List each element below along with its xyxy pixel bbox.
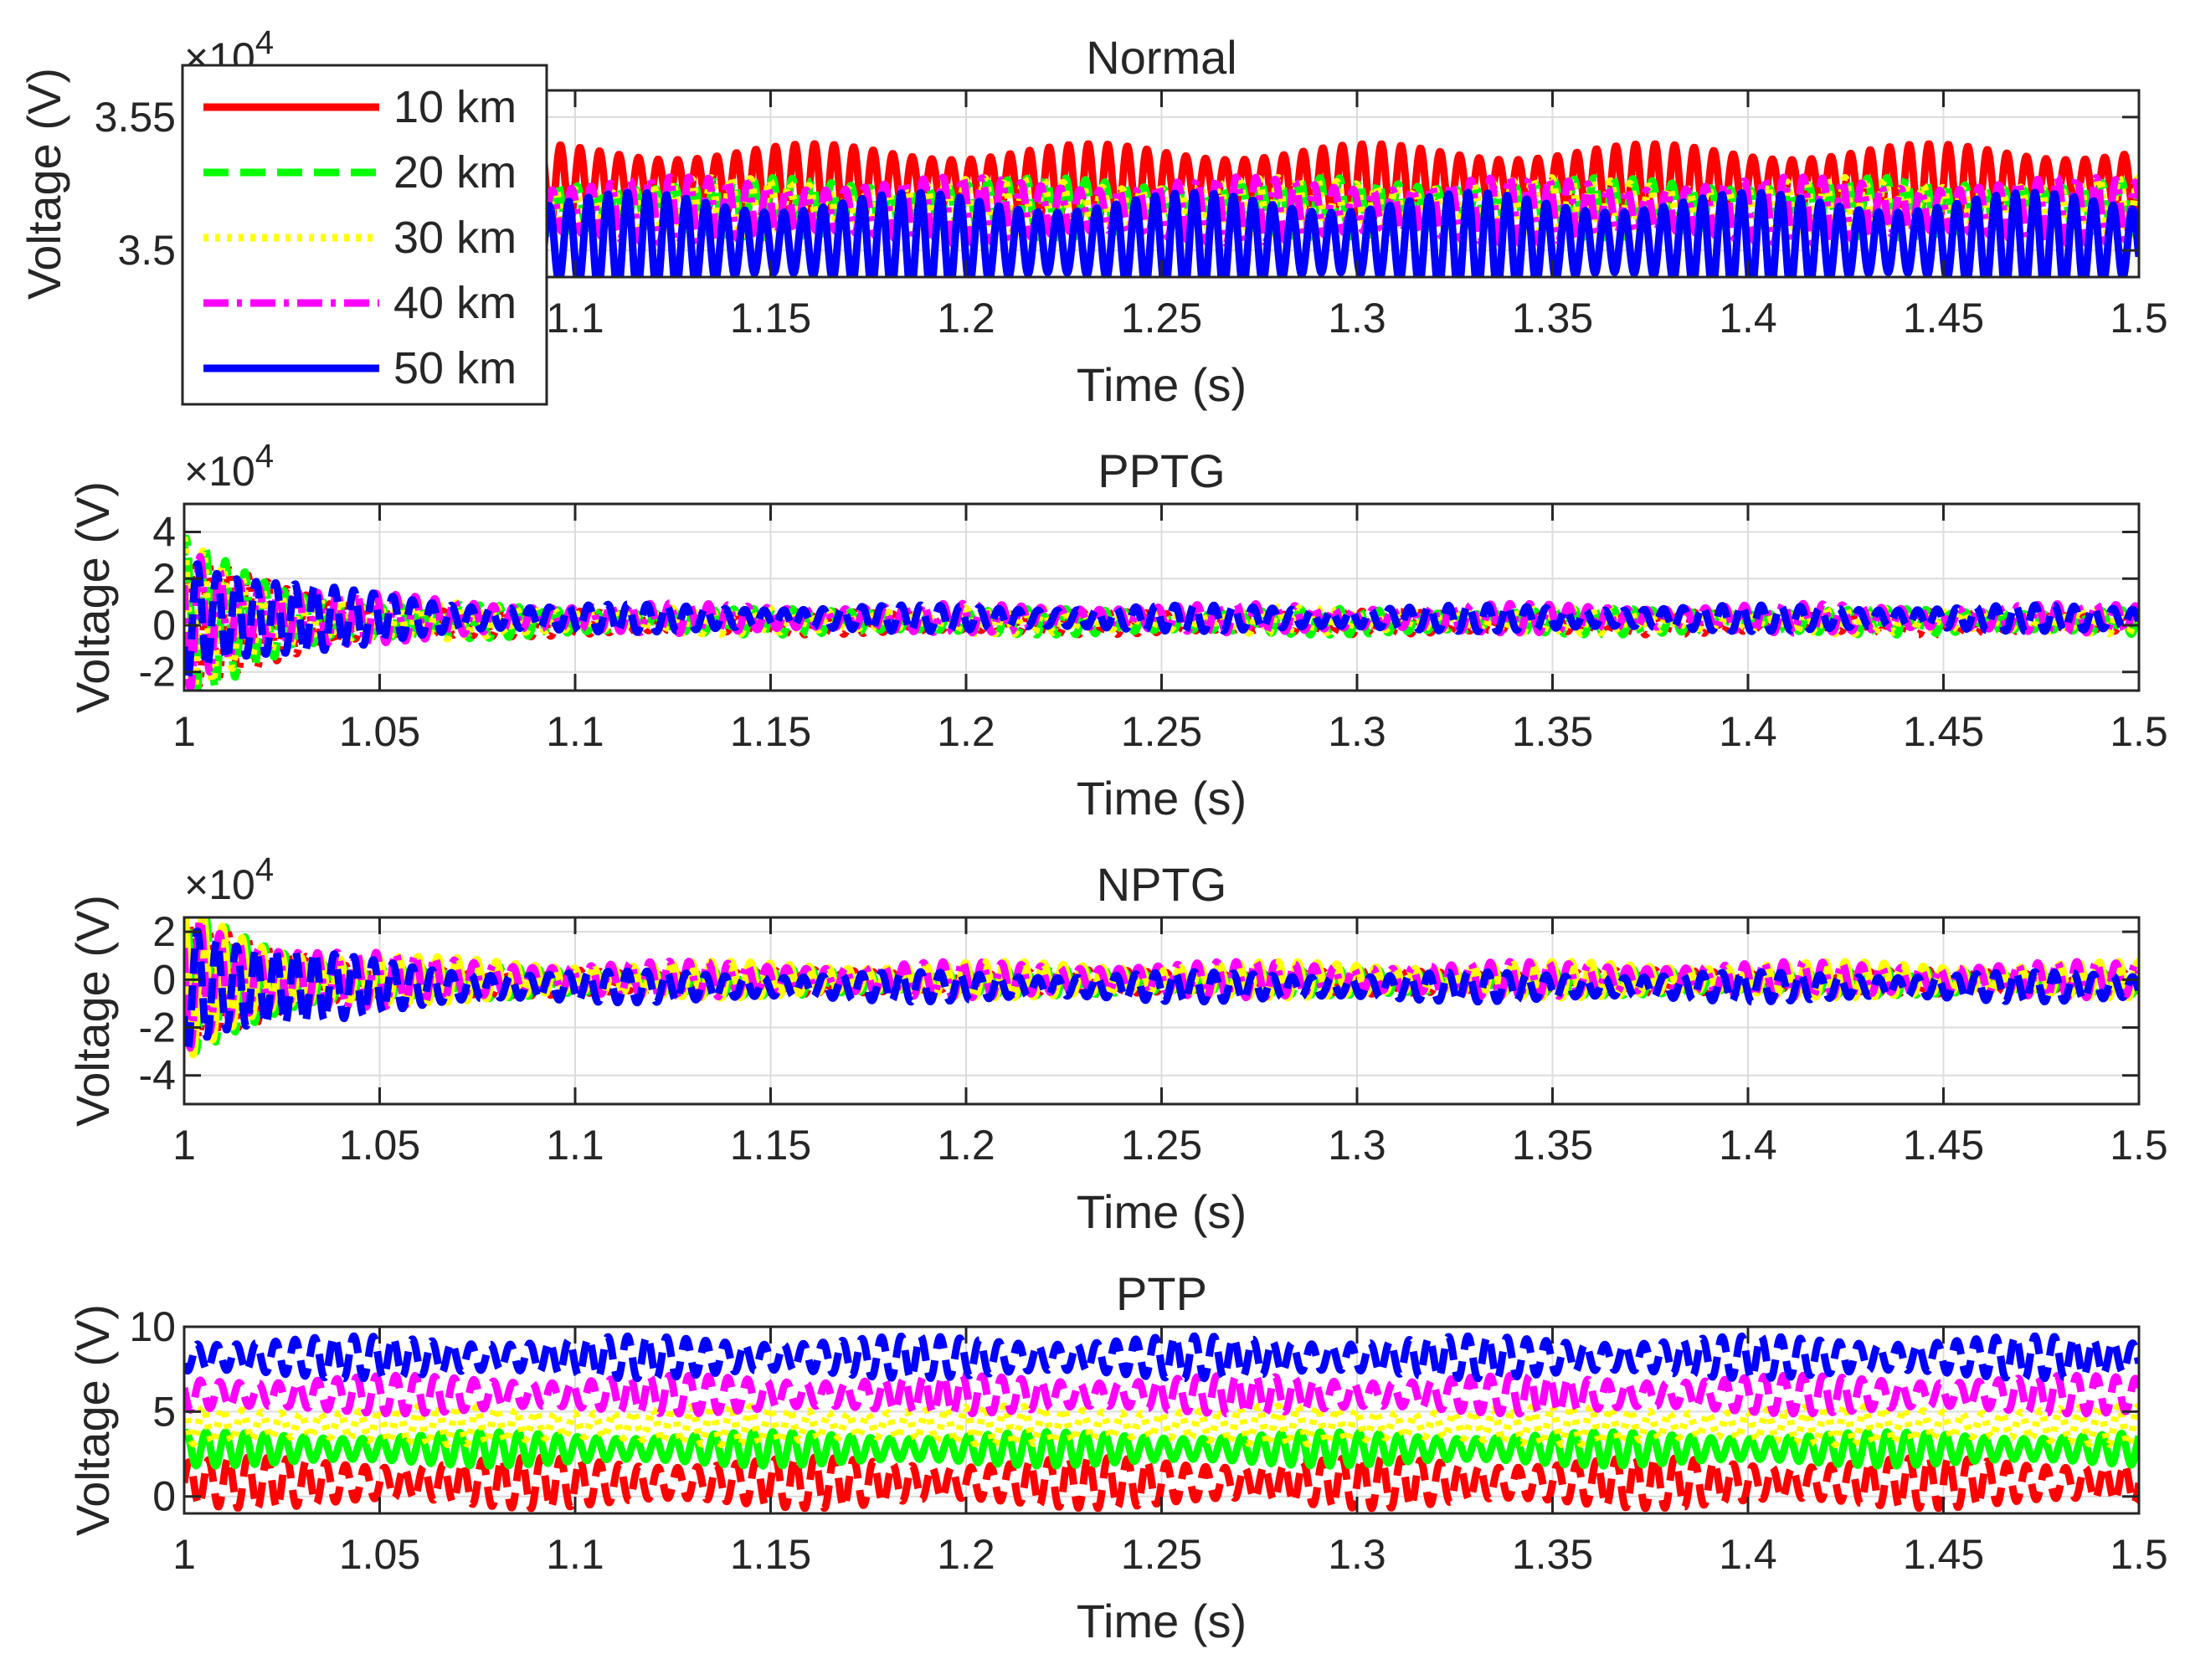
x-tick-label: 1.25 — [1121, 295, 1202, 342]
x-tick-label: 1.2 — [937, 1122, 995, 1169]
x-tick-label: 1.35 — [1512, 1531, 1593, 1578]
subplot-1: 1.1 1.15 1.2 1.25 1.3 1.35 1.4 1.45 1.5 3.5 3.55 No… — [18, 24, 2168, 411]
x-tick-label: 1.2 — [937, 708, 995, 755]
x-tick-label: 1.05 — [339, 1122, 420, 1169]
series-group — [184, 1332, 2139, 1513]
x-tick-label: 1.05 — [339, 1531, 420, 1578]
x-tick-label: 1.5 — [2110, 708, 2168, 755]
y-tick-label: 0 — [152, 1473, 176, 1520]
x-tick-label: 1.3 — [1328, 295, 1386, 342]
x-tick-label: 1.05 — [339, 708, 420, 755]
legend-entry-label: 30 km — [393, 213, 517, 263]
x-tick-label: 1.25 — [1121, 708, 1202, 755]
x-tick-label: 1.5 — [2110, 295, 2168, 342]
series-line-50-km — [184, 560, 2139, 684]
x-tick-label: 1.5 — [2110, 1531, 2168, 1578]
series-group — [184, 534, 2139, 691]
y-tick-label: -2 — [139, 649, 176, 696]
x-tick-label: 1.1 — [546, 708, 604, 755]
x-tick-label: 1 — [172, 1122, 196, 1169]
x-tick-label: 1.25 — [1121, 1531, 1202, 1578]
y-tick-label: 10 — [129, 1303, 176, 1350]
x-tick-label: 1.3 — [1328, 1531, 1386, 1578]
subplot-4: 1 1.05 1.1 1.15 1.2 1.25 1.3 1.35 1.4 1.45 1.5 0 5 10… — [66, 1267, 2168, 1647]
x-tick-label: 1 — [172, 708, 196, 755]
y-tick-label: 0 — [152, 602, 176, 649]
grid — [183, 917, 2140, 1104]
x-tick-label: 1.15 — [730, 295, 811, 342]
subplot-2: 1 1.05 1.1 1.15 1.2 1.25 1.3 1.35 1.4 1.45 1.5 -202… — [66, 438, 2168, 825]
series-line-20-km — [184, 1428, 2139, 1470]
x-tick-label: 1.45 — [1903, 708, 1984, 755]
x-tick-label: 1.4 — [1719, 1531, 1777, 1578]
x-axis-label: Time (s) — [1077, 358, 1247, 411]
x-tick-label: 1.45 — [1903, 295, 1984, 342]
x-tick-label: 1.4 — [1719, 295, 1777, 342]
x-tick-label: 1.35 — [1512, 708, 1593, 755]
series-group — [184, 917, 2139, 1059]
y-tick-label: -4 — [139, 1052, 176, 1099]
y-tick-label: -2 — [139, 1004, 176, 1051]
x-tick-label: 1.15 — [730, 1122, 811, 1169]
y-tick-label: 2 — [152, 555, 176, 602]
series-line-50-km — [184, 1332, 2139, 1383]
x-tick-label: 1.1 — [546, 295, 604, 342]
y-tick-label: 2 — [152, 908, 176, 955]
x-tick-label: 1.1 — [546, 1122, 604, 1169]
y-tick-label: 5 — [152, 1388, 176, 1435]
series-line-10-km — [184, 1453, 2139, 1513]
x-tick-label: 1.45 — [1903, 1531, 1984, 1578]
x-tick-label: 1.35 — [1512, 295, 1593, 342]
legend-entry-label: 20 km — [393, 147, 517, 198]
legend-entry-label: 40 km — [393, 278, 517, 328]
x-tick-label: 1 — [172, 1531, 196, 1578]
axis-exponent: ×104 — [184, 438, 274, 495]
x-tick-label: 1.45 — [1903, 1122, 1984, 1169]
y-tick-label: 3.55 — [95, 94, 176, 141]
grid — [183, 504, 2140, 691]
subplot-title: PTP — [1116, 1267, 1207, 1320]
y-axis-label: Voltage (V) — [66, 1304, 119, 1536]
x-axis-label: Time (s) — [1077, 1595, 1247, 1647]
x-tick-label: 1.4 — [1719, 1122, 1777, 1169]
x-tick-label: 1.3 — [1328, 1122, 1386, 1169]
x-tick-label: 1.3 — [1328, 708, 1386, 755]
legend: 10 km 20 km 30 km 40 km 50 km — [181, 64, 548, 406]
x-tick-label: 1.15 — [730, 708, 811, 755]
legend-entry-label: 10 km — [393, 82, 517, 132]
legend-entry-label: 50 km — [393, 343, 517, 393]
subplot-title: NPTG — [1097, 858, 1227, 911]
y-axis-label: Voltage (V) — [66, 481, 119, 713]
y-tick-label: 4 — [152, 508, 176, 555]
subplot-title: PPTG — [1098, 444, 1225, 497]
subplot-3: 1 1.05 1.1 1.15 1.2 1.25 1.3 1.35 1.4 1.45 1.5 -4-2… — [66, 851, 2168, 1238]
x-tick-label: 1.5 — [2110, 1122, 2168, 1169]
x-tick-label: 1.35 — [1512, 1122, 1593, 1169]
x-tick-label: 1.25 — [1121, 1122, 1202, 1169]
series-line-40-km — [184, 1371, 2139, 1418]
x-axis-label: Time (s) — [1077, 772, 1247, 825]
x-tick-label: 1.1 — [546, 1531, 604, 1578]
x-tick-label: 1.2 — [937, 1531, 995, 1578]
axis-exponent: ×104 — [184, 851, 274, 908]
x-axis-label: Time (s) — [1077, 1185, 1247, 1238]
x-tick-label: 1.4 — [1719, 708, 1777, 755]
x-tick-label: 1.15 — [730, 1531, 811, 1578]
x-tick-label: 1.2 — [937, 295, 995, 342]
y-axis-label: Voltage (V) — [18, 68, 70, 300]
y-tick-label: 0 — [152, 956, 176, 1003]
y-axis-label: Voltage (V) — [66, 895, 119, 1127]
subplot-title: Normal — [1086, 31, 1236, 84]
y-tick-label: 3.5 — [117, 227, 176, 274]
